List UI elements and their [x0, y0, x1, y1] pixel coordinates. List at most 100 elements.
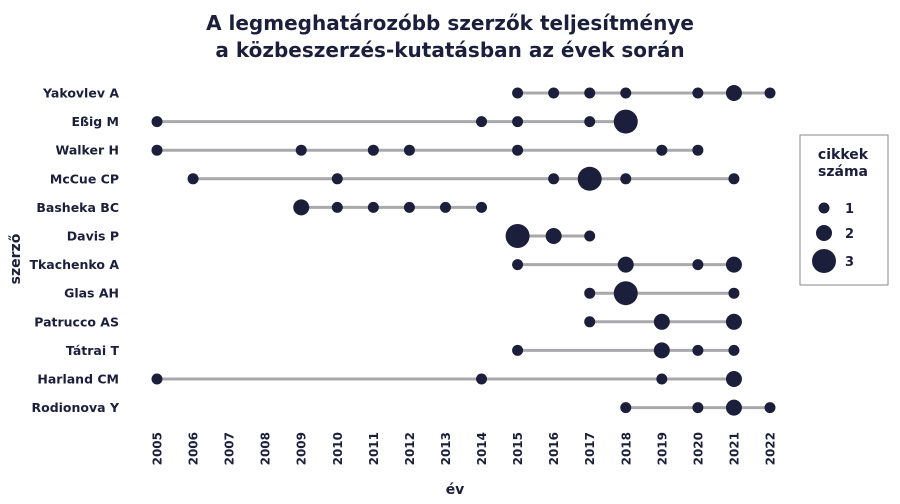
author-label: Tkachenko A — [29, 257, 119, 272]
article-count-dot — [764, 87, 776, 99]
article-count-dot — [725, 399, 742, 416]
article-count-dot — [725, 313, 742, 330]
article-count-dot — [512, 144, 524, 156]
article-count-dot — [512, 116, 524, 128]
legend-label: 3 — [845, 255, 854, 270]
article-count-dot — [728, 287, 740, 299]
article-count-dot — [692, 344, 704, 356]
author-row: Glas AH — [64, 281, 740, 306]
article-count-dot — [403, 144, 415, 156]
article-count-dot — [620, 173, 632, 185]
article-count-dot — [295, 144, 307, 156]
author-label: Patrucco AS — [34, 314, 119, 329]
article-count-dot — [151, 144, 163, 156]
author-row: Eßig M — [71, 109, 638, 134]
article-count-dot — [653, 342, 670, 359]
legend: cikkek száma 1 2 3 — [799, 134, 889, 286]
x-tick-label: 2016 — [547, 432, 561, 465]
article-count-dot — [151, 116, 163, 128]
article-count-dot — [728, 173, 740, 185]
x-tick-label: 2020 — [691, 432, 705, 465]
x-tick-label: 2009 — [295, 432, 309, 465]
author-row: Davis P — [67, 224, 596, 248]
article-count-dot — [725, 85, 742, 101]
article-count-dot — [545, 228, 562, 244]
article-count-dot — [692, 87, 704, 99]
x-tick-label: 2005 — [151, 432, 165, 465]
x-tick-label: 2015 — [511, 432, 525, 465]
x-tick-label: 2007 — [223, 432, 237, 465]
x-tick-label: 2010 — [331, 432, 345, 465]
article-count-dot — [548, 173, 560, 185]
chart-title-line-1: A legmeghatározóbb szerzők teljesítménye — [206, 11, 694, 35]
article-count-dot — [367, 144, 379, 156]
author-label: McCue CP — [50, 171, 119, 186]
legend-dot — [816, 225, 832, 241]
y-axis-title: szerző — [8, 233, 24, 284]
author-label: Eßig M — [71, 114, 119, 129]
article-count-dot — [656, 144, 668, 156]
article-count-dot — [617, 256, 634, 273]
x-tick-label: 2019 — [655, 432, 669, 465]
article-count-dot — [331, 201, 343, 213]
author-row: Basheka BC — [36, 199, 488, 216]
author-row: McCue CP — [50, 166, 740, 191]
article-count-dot — [584, 287, 596, 299]
article-count-dot — [692, 402, 704, 414]
author-label: Walker H — [56, 143, 120, 158]
article-count-dot — [548, 87, 560, 99]
legend-title-line-2: száma — [818, 164, 868, 180]
article-count-dot — [584, 230, 596, 242]
article-count-dot — [728, 344, 740, 356]
author-row: Tátrai T — [66, 342, 740, 359]
article-count-dot — [620, 402, 632, 414]
article-count-dot — [656, 373, 668, 385]
x-axis: 2005 2006 2007 2008 2009 2010 2011 2012 2013 2014… — [151, 432, 778, 465]
article-count-dot — [620, 87, 632, 99]
article-count-dot — [512, 259, 524, 271]
x-axis-title: év — [446, 482, 465, 498]
author-row: Rodionova Y — [31, 399, 776, 416]
article-count-dot — [613, 281, 638, 306]
article-count-dot — [476, 201, 488, 213]
article-count-dot — [764, 402, 776, 414]
x-tick-label: 2012 — [403, 432, 417, 465]
article-count-dot — [577, 166, 602, 191]
article-count-dot — [725, 256, 742, 273]
x-tick-label: 2011 — [367, 432, 381, 465]
article-count-dot — [293, 199, 310, 216]
x-tick-label: 2018 — [619, 432, 633, 465]
article-count-dot — [725, 371, 742, 387]
x-tick-label: 2013 — [439, 432, 453, 465]
author-row: Harland CM — [37, 371, 742, 387]
x-tick-label: 2017 — [583, 432, 597, 465]
article-count-dot — [505, 224, 530, 248]
x-tick-label: 2014 — [475, 432, 489, 465]
author-label: Yakovlev A — [42, 86, 119, 101]
author-row: Walker H — [56, 143, 704, 158]
article-count-dot — [187, 173, 199, 185]
article-count-dot — [367, 201, 379, 213]
author-label: Basheka BC — [36, 200, 119, 215]
author-label: Harland CM — [37, 372, 119, 387]
article-count-dot — [584, 87, 596, 99]
article-count-dot — [653, 313, 670, 330]
article-count-dot — [584, 316, 596, 328]
author-row: Tkachenko A — [29, 256, 742, 273]
article-count-dot — [512, 87, 524, 99]
x-tick-label: 2006 — [187, 432, 201, 465]
author-row: Patrucco AS — [34, 313, 742, 330]
article-count-dot — [439, 201, 451, 213]
author-label: Glas AH — [64, 286, 119, 301]
author-row: Yakovlev A — [42, 85, 776, 101]
author-label: Rodionova Y — [31, 400, 119, 415]
x-tick-label: 2022 — [764, 432, 778, 465]
article-count-dot — [613, 109, 638, 134]
legend-label: 1 — [845, 202, 854, 217]
article-count-dot — [476, 373, 488, 385]
article-count-dot — [512, 344, 524, 356]
legend-title-line-1: cikkek — [818, 147, 869, 163]
author-rows: Yakovlev A Eßig M Walker H McCue CP Basheka … — [29, 85, 776, 416]
article-count-dot — [403, 201, 415, 213]
